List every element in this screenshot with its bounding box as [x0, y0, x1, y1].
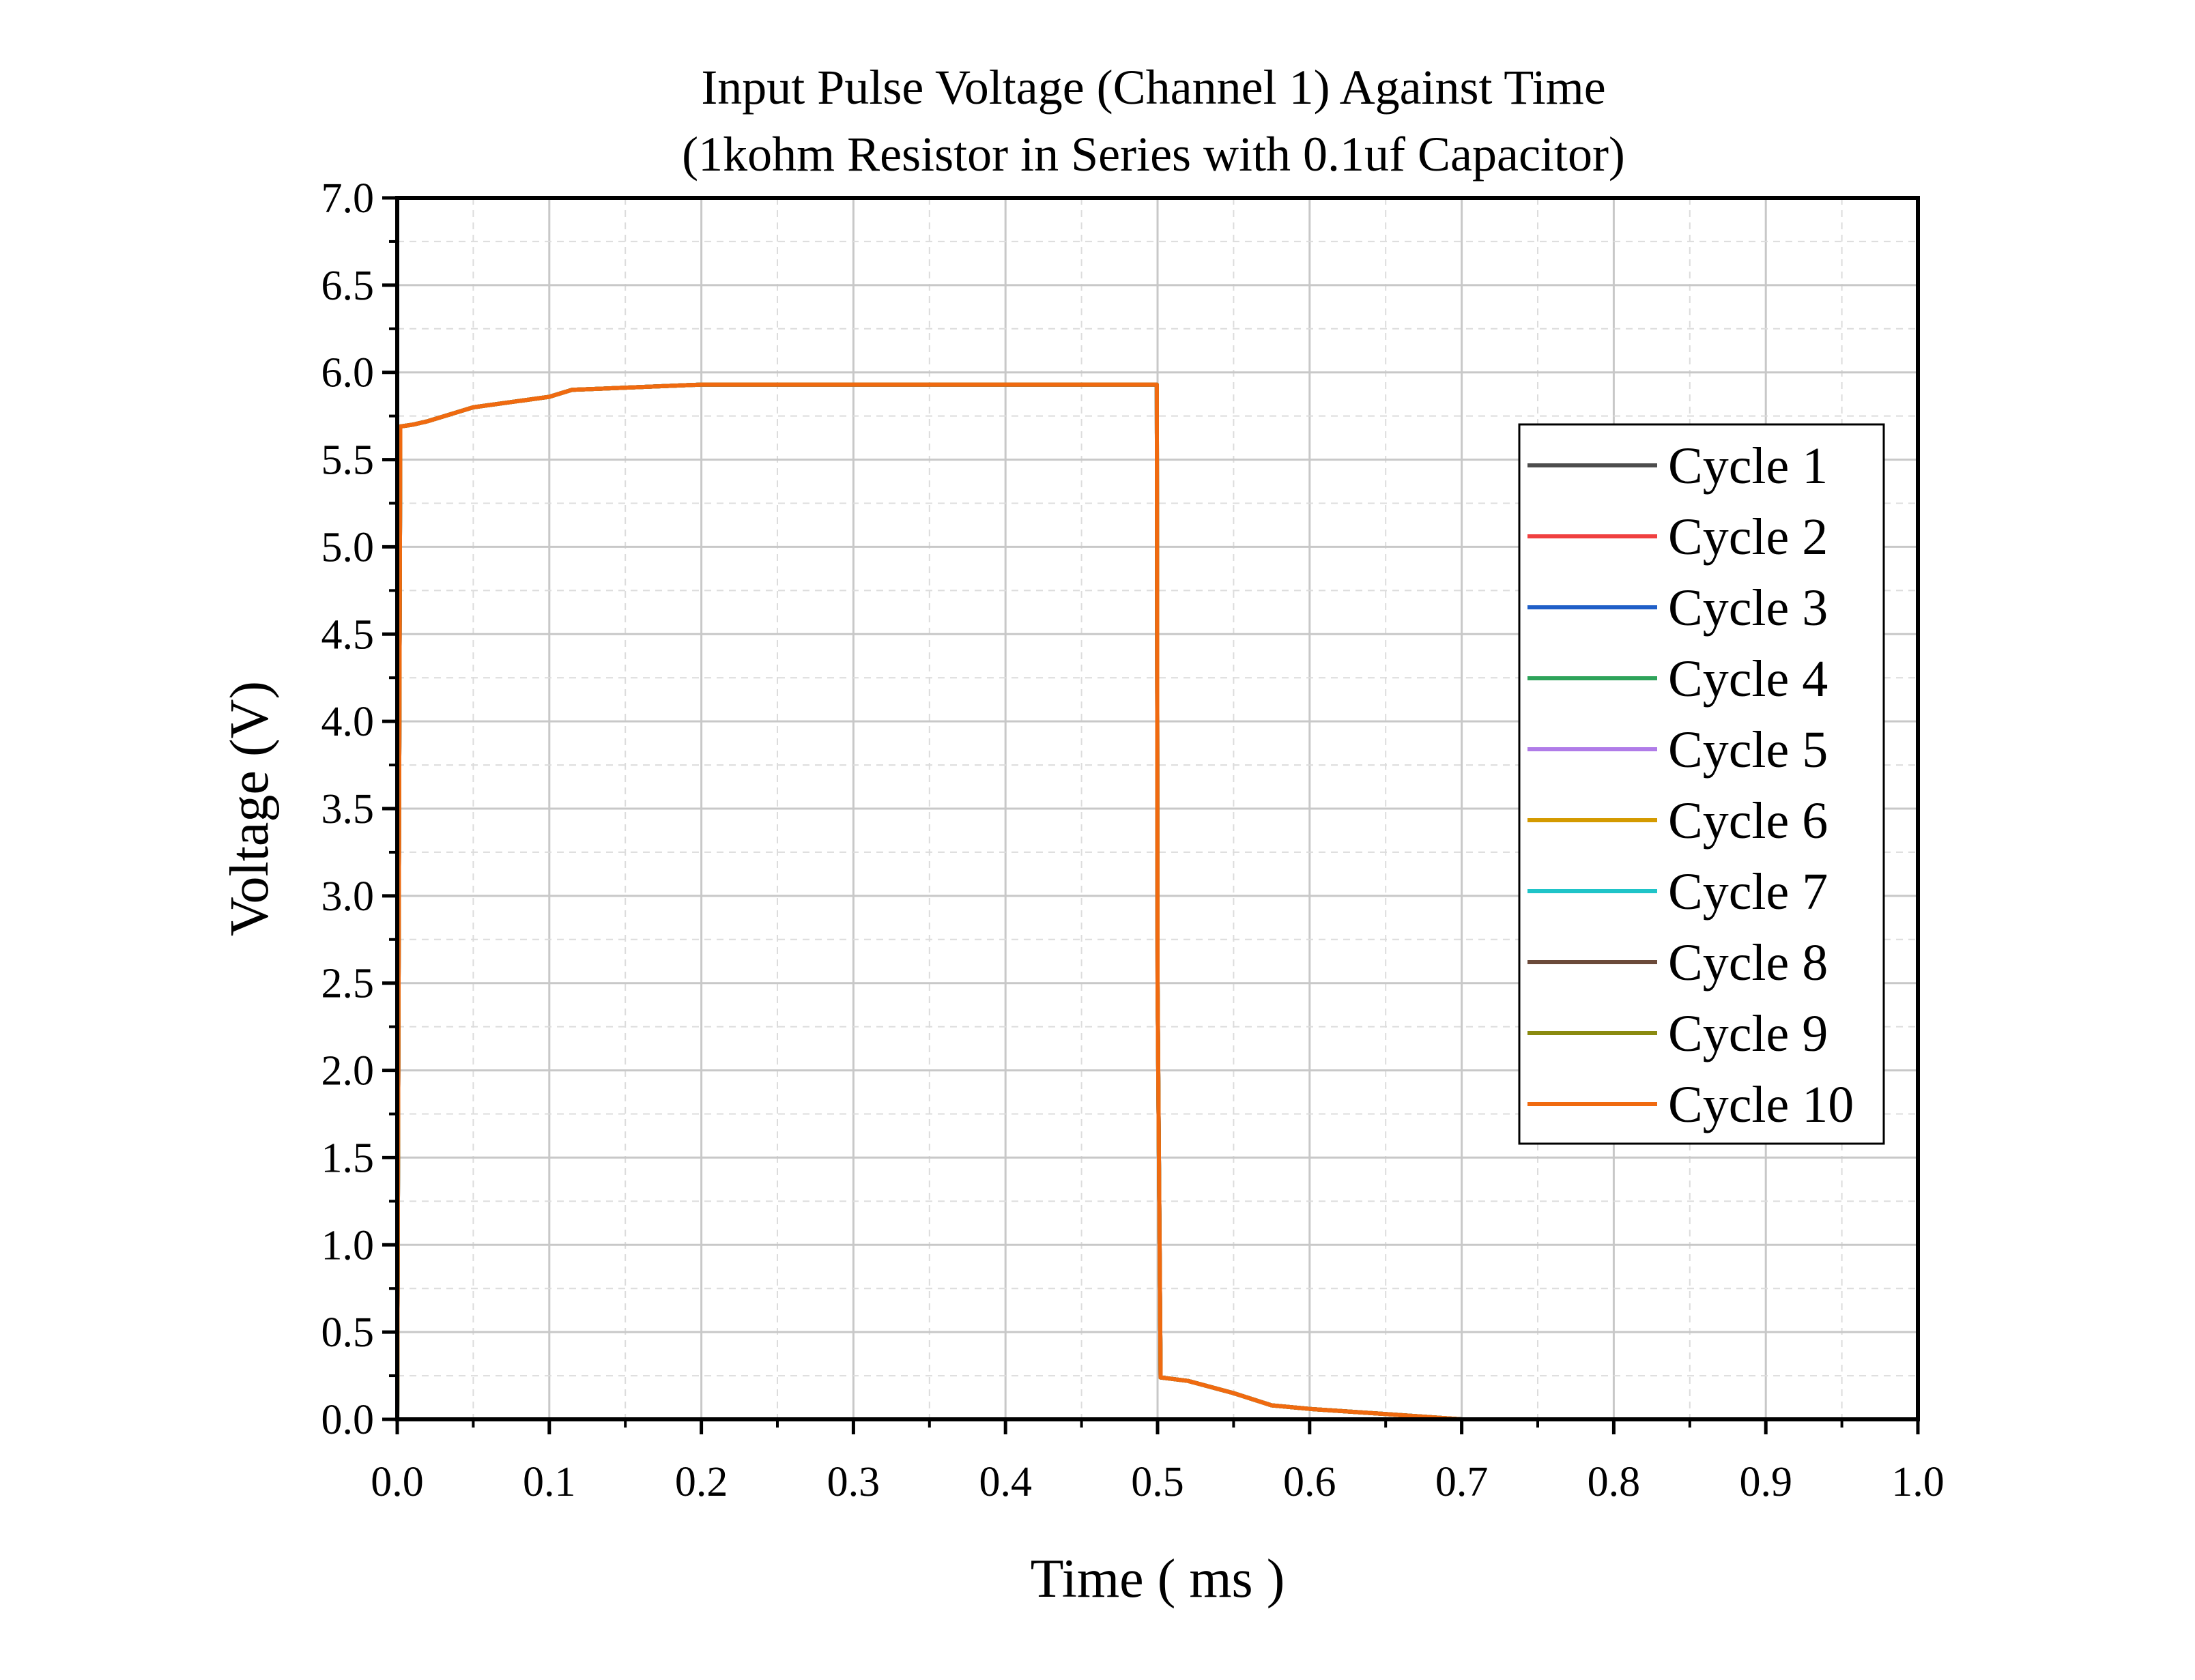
- legend-label: Cycle 6: [1668, 792, 1828, 850]
- series-line-cycle-10: [395, 382, 1918, 1421]
- legend-label: Cycle 4: [1668, 650, 1828, 708]
- x-tick-label: 0.7: [1435, 1459, 1489, 1505]
- x-tick-label: 0.1: [523, 1459, 576, 1505]
- x-tick-label: 0.3: [827, 1459, 880, 1505]
- y-tick-label: 1.0: [321, 1222, 375, 1269]
- legend: Cycle 1 Cycle 2 Cycle 3 Cycle 4 Cycle 5 Cycle…: [1518, 423, 1885, 1145]
- y-tick-label: 3.5: [321, 786, 375, 832]
- y-tick-label: 4.0: [321, 699, 375, 745]
- legend-box: [1518, 423, 1885, 1145]
- y-tick-label: 4.5: [321, 611, 375, 658]
- chart-subtitle: (1kohm Resistor in Series with 0.1uf Cap…: [682, 127, 1625, 182]
- y-tick-label: 6.0: [321, 350, 375, 396]
- x-tick-label: 0.2: [675, 1459, 728, 1505]
- x-tick-label: 0.4: [979, 1459, 1032, 1505]
- series-lines: [395, 382, 1918, 1421]
- x-axis-label: Time ( ms ): [1031, 1549, 1285, 1609]
- x-tick-label: 0.9: [1739, 1459, 1792, 1505]
- legend-label: Cycle 9: [1668, 1005, 1828, 1062]
- x-tick-label: 0.6: [1283, 1459, 1336, 1505]
- axis-ticks: 0.0 0.1 0.2 0.3 0.4 0.5 0.6 0.7 0.8 0.9 1.0 0.0 0.5 1…: [321, 175, 1945, 1505]
- y-tick-label: 0.0: [321, 1397, 375, 1443]
- y-tick-label: 3.0: [321, 873, 375, 920]
- y-tick-label: 7.0: [321, 175, 375, 222]
- y-tick-label: 0.5: [321, 1309, 375, 1356]
- y-tick-label: 1.5: [321, 1135, 375, 1181]
- chart-title: Input Pulse Voltage (Channel 1) Against …: [701, 60, 1605, 115]
- y-axis-label: Voltage (V): [220, 681, 280, 936]
- x-tick-label: 0.8: [1588, 1459, 1641, 1505]
- x-tick-label: 0.5: [1131, 1459, 1184, 1505]
- legend-label: Cycle 2: [1668, 508, 1828, 566]
- y-tick-label: 5.5: [321, 437, 375, 484]
- y-tick-label: 2.0: [321, 1048, 375, 1095]
- legend-label: Cycle 5: [1668, 721, 1828, 779]
- legend-label: Cycle 1: [1668, 437, 1828, 495]
- y-tick-label: 2.5: [321, 961, 375, 1007]
- y-tick-label: 6.5: [321, 263, 375, 309]
- legend-label: Cycle 7: [1668, 863, 1828, 921]
- legend-label: Cycle 8: [1668, 934, 1828, 991]
- legend-label: Cycle 3: [1668, 579, 1828, 637]
- x-tick-label: 1.0: [1891, 1459, 1945, 1505]
- legend-label: Cycle 10: [1668, 1076, 1854, 1133]
- x-tick-label: 0.0: [371, 1459, 424, 1505]
- y-tick-label: 5.0: [321, 524, 375, 570]
